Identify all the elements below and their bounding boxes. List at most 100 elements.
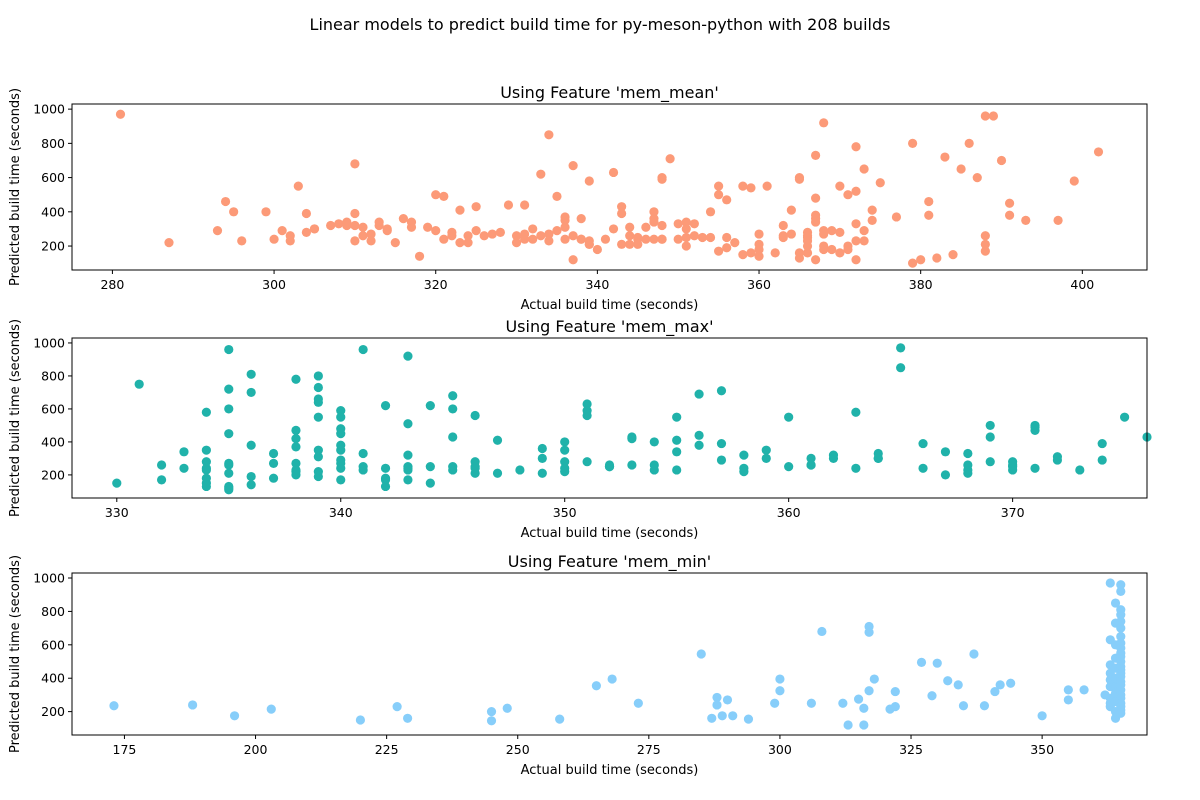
data-point bbox=[313, 452, 323, 462]
data-point bbox=[806, 453, 816, 464]
data-point bbox=[828, 450, 839, 460]
data-point bbox=[431, 190, 441, 200]
data-point bbox=[607, 674, 617, 684]
data-point bbox=[439, 234, 449, 244]
data-point bbox=[739, 450, 749, 460]
x-tick-label: 320 bbox=[424, 277, 448, 292]
data-point bbox=[775, 674, 785, 684]
data-point bbox=[932, 253, 942, 263]
data-point bbox=[403, 713, 413, 723]
data-point bbox=[591, 681, 601, 691]
data-point bbox=[980, 111, 990, 121]
data-point bbox=[470, 410, 480, 421]
data-point bbox=[179, 447, 189, 457]
data-point bbox=[995, 680, 1005, 690]
data-point bbox=[380, 463, 391, 473]
data-point bbox=[1116, 631, 1126, 642]
data-point bbox=[1021, 215, 1031, 225]
data-point bbox=[224, 458, 234, 468]
data-point bbox=[1097, 438, 1107, 449]
x-tick-label: 370 bbox=[1001, 505, 1025, 520]
data-point bbox=[657, 172, 667, 183]
data-point bbox=[657, 220, 667, 231]
data-point bbox=[268, 448, 279, 459]
data-point bbox=[552, 191, 562, 202]
data-point bbox=[714, 190, 724, 200]
data-point bbox=[672, 447, 682, 457]
data-point bbox=[761, 445, 771, 455]
data-point bbox=[786, 229, 796, 239]
x-tick-label: 350 bbox=[1030, 742, 1054, 757]
plot-frame bbox=[71, 103, 1148, 271]
data-point bbox=[722, 232, 732, 243]
data-point bbox=[536, 231, 546, 241]
data-point bbox=[398, 214, 408, 224]
y-tick-label: 1000 bbox=[33, 571, 65, 586]
data-point bbox=[681, 232, 691, 243]
y-tick-label: 600 bbox=[41, 170, 65, 185]
data-point bbox=[336, 405, 346, 416]
y-tick-label: 400 bbox=[41, 204, 65, 219]
data-point bbox=[806, 460, 816, 470]
data-point bbox=[358, 344, 368, 355]
data-point bbox=[350, 159, 360, 169]
data-point bbox=[261, 207, 271, 217]
data-point bbox=[229, 711, 240, 721]
data-point bbox=[918, 438, 928, 449]
data-point bbox=[916, 657, 927, 667]
data-point bbox=[940, 470, 951, 480]
data-point bbox=[867, 215, 877, 225]
data-point bbox=[224, 468, 234, 478]
data-point bbox=[1063, 695, 1073, 705]
data-point bbox=[492, 435, 503, 445]
data-point bbox=[1105, 578, 1115, 588]
data-point bbox=[819, 229, 829, 239]
data-point bbox=[811, 150, 821, 160]
data-point bbox=[188, 700, 198, 710]
data-point bbox=[1116, 580, 1126, 590]
data-point bbox=[600, 234, 611, 244]
data-point bbox=[568, 161, 578, 171]
data-point bbox=[366, 229, 376, 239]
data-point bbox=[707, 713, 717, 723]
data-point bbox=[864, 686, 874, 696]
data-point bbox=[958, 701, 969, 711]
panel-title: Using Feature 'mem_min' bbox=[508, 552, 711, 572]
data-point bbox=[537, 468, 547, 478]
data-point bbox=[649, 437, 659, 447]
x-tick-label: 330 bbox=[105, 505, 129, 520]
data-point bbox=[633, 232, 643, 243]
data-point bbox=[425, 401, 435, 411]
data-point bbox=[455, 205, 465, 215]
data-point bbox=[985, 432, 995, 442]
data-point bbox=[503, 200, 514, 210]
data-point bbox=[246, 387, 256, 398]
data-point bbox=[843, 720, 853, 730]
data-point bbox=[1093, 147, 1104, 157]
panel-title: Using Feature 'mem_mean' bbox=[500, 83, 719, 103]
data-point bbox=[673, 234, 683, 244]
data-point bbox=[649, 465, 659, 475]
x-tick-label: 360 bbox=[777, 505, 801, 520]
data-point bbox=[576, 234, 586, 244]
data-point bbox=[1097, 455, 1107, 465]
figure-title: Linear models to predict build time for … bbox=[310, 15, 891, 34]
data-point bbox=[811, 193, 821, 203]
data-point bbox=[979, 701, 990, 711]
y-axis-label: Predicted build time (seconds) bbox=[8, 555, 23, 753]
data-point bbox=[266, 704, 276, 714]
scatter-points bbox=[109, 578, 1126, 730]
data-point bbox=[649, 214, 659, 224]
y-tick-label: 200 bbox=[41, 704, 65, 719]
data-point bbox=[502, 703, 512, 713]
data-point bbox=[492, 468, 503, 478]
data-point bbox=[1053, 215, 1063, 225]
data-point bbox=[873, 453, 883, 464]
data-point bbox=[672, 412, 682, 422]
data-point bbox=[560, 457, 570, 467]
data-point bbox=[851, 219, 861, 229]
data-point bbox=[224, 483, 234, 493]
data-point bbox=[112, 478, 122, 488]
data-point bbox=[743, 714, 754, 724]
